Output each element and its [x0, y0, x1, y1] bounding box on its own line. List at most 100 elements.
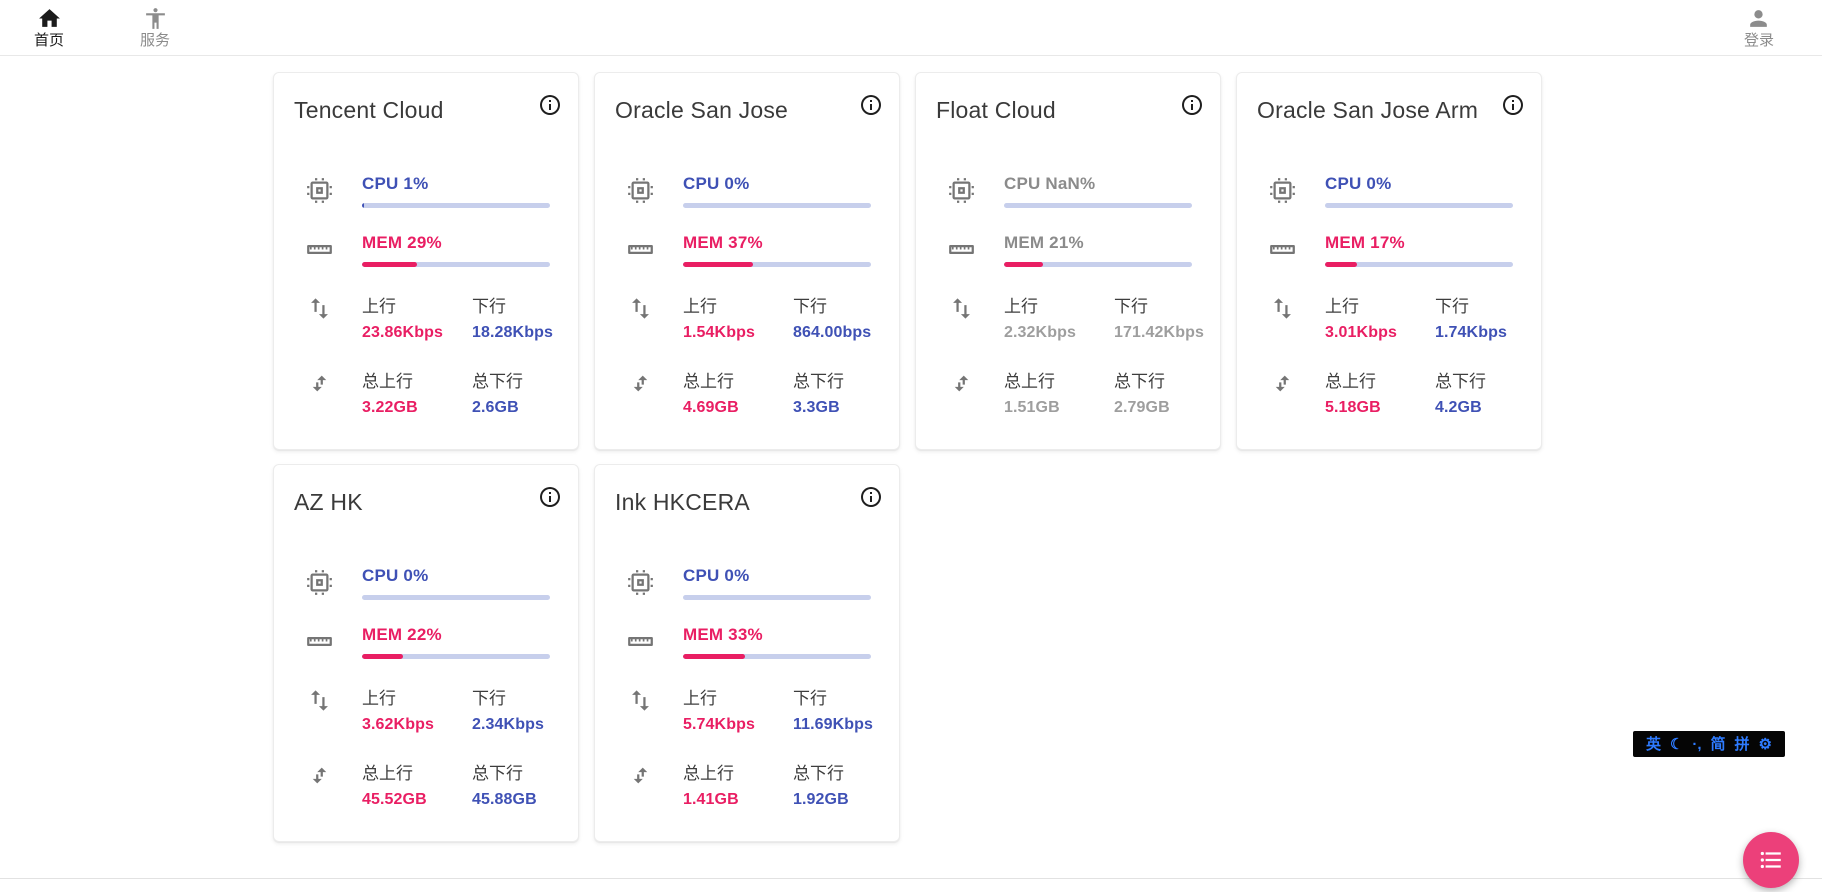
mem-progress-track	[1325, 262, 1513, 267]
server-metrics: CPU 0% MEM 17%	[1257, 174, 1521, 417]
server-info-button[interactable]	[1178, 91, 1206, 119]
cpu-row: CPU 0%	[1257, 174, 1521, 208]
speed-row: 上行 1.54Kbps 下行 864.00bps	[615, 292, 879, 342]
download-speed-value: 18.28Kbps	[472, 324, 553, 341]
total-download-value: 4.2GB	[1435, 399, 1482, 416]
swap-horizontal-icon	[633, 767, 648, 784]
account-icon	[1750, 9, 1768, 27]
server-card: Float Cloud CPU NaN%	[915, 72, 1221, 450]
total-upload-label: 总上行	[683, 764, 734, 783]
total-download-value: 3.3GB	[793, 399, 840, 416]
mem-row: MEM 22%	[294, 625, 558, 659]
server-card: Tencent Cloud CPU 1%	[273, 72, 579, 450]
info-icon	[540, 487, 560, 507]
server-name: Ink HKCERA	[615, 489, 750, 515]
speed-row: 上行 2.32Kbps 下行 171.42Kbps	[936, 292, 1204, 342]
ime-english-toggle[interactable]: 英	[1645, 735, 1661, 753]
total-traffic-row: 总上行 5.18GB 总下行 4.2GB	[1257, 367, 1521, 417]
server-info-button[interactable]	[1499, 91, 1527, 119]
upload-label: 上行	[362, 689, 396, 708]
nav-item-login-label: 登录	[1743, 31, 1774, 49]
server-list-fab[interactable]	[1743, 832, 1799, 888]
ime-pinyin-toggle[interactable]: 拼	[1734, 735, 1750, 753]
memory-ruler-icon	[1270, 245, 1295, 254]
total-traffic-row: 总上行 1.51GB 总下行 2.79GB	[936, 367, 1200, 417]
cpu-chip-icon	[307, 178, 332, 203]
mem-row: MEM 17%	[1257, 233, 1521, 267]
total-upload-label: 总上行	[362, 372, 413, 391]
server-info-button[interactable]	[536, 483, 564, 511]
total-download-label: 总下行	[472, 372, 523, 391]
up-down-arrows-icon	[311, 298, 328, 319]
upload-speed-value: 3.01Kbps	[1325, 324, 1397, 341]
total-traffic-row: 总上行 1.41GB 总下行 1.92GB	[615, 759, 879, 809]
total-upload-value: 1.41GB	[683, 791, 739, 808]
server-card: AZ HK CPU 0% ME	[273, 464, 579, 842]
server-metrics: CPU 0% MEM 22%	[294, 566, 558, 809]
speed-row: 上行 3.62Kbps 下行 2.34Kbps	[294, 684, 558, 734]
cpu-progress-track	[1004, 203, 1192, 208]
upload-label: 上行	[362, 297, 396, 316]
nav-item-services-label: 服务	[140, 31, 171, 49]
mem-row: MEM 21%	[936, 233, 1200, 267]
cpu-progress-track	[362, 595, 550, 600]
mem-usage-text: MEM 21%	[1004, 233, 1084, 252]
mem-progress-fill	[362, 654, 404, 659]
info-icon	[861, 95, 881, 115]
server-info-button[interactable]	[536, 91, 564, 119]
info-icon	[861, 487, 881, 507]
swap-horizontal-icon	[633, 375, 648, 392]
cpu-progress-track	[362, 203, 550, 208]
mem-progress-fill	[683, 654, 746, 659]
total-download-label: 总下行	[1435, 372, 1486, 391]
memory-ruler-icon	[307, 245, 332, 254]
up-down-arrows-icon	[632, 690, 649, 711]
mem-row: MEM 29%	[294, 233, 558, 267]
info-icon	[1503, 95, 1523, 115]
cpu-chip-icon	[1270, 178, 1295, 203]
server-name: AZ HK	[294, 489, 363, 515]
mem-progress-track	[362, 262, 550, 267]
upload-label: 上行	[1004, 297, 1038, 316]
total-upload-label: 总上行	[683, 372, 734, 391]
swap-horizontal-icon	[312, 767, 327, 784]
ime-moon-icon[interactable]: ☾	[1669, 735, 1684, 753]
cpu-row: CPU 0%	[294, 566, 558, 600]
memory-ruler-icon	[628, 637, 653, 646]
download-label: 下行	[793, 297, 827, 316]
info-icon	[1182, 95, 1202, 115]
cpu-progress-track	[683, 595, 871, 600]
cpu-usage-text: CPU NaN%	[1004, 174, 1096, 193]
swap-horizontal-icon	[312, 375, 327, 392]
download-label: 下行	[793, 689, 827, 708]
cpu-row: CPU NaN%	[936, 174, 1200, 208]
total-traffic-row: 总上行 45.52GB 总下行 45.88GB	[294, 759, 558, 809]
mem-usage-text: MEM 17%	[1325, 233, 1405, 252]
cpu-usage-text: CPU 1%	[362, 174, 429, 193]
cpu-row: CPU 0%	[615, 174, 879, 208]
speed-row: 上行 5.74Kbps 下行 11.69Kbps	[615, 684, 879, 734]
nav-item-login[interactable]: 登录	[1744, 6, 1774, 50]
mem-usage-text: MEM 22%	[362, 625, 442, 644]
total-upload-label: 总上行	[1325, 372, 1376, 391]
server-card: Oracle San Jose CPU 0%	[594, 72, 900, 450]
download-speed-value: 2.34Kbps	[472, 716, 544, 733]
server-info-button[interactable]	[857, 91, 885, 119]
download-speed-value: 171.42Kbps	[1114, 324, 1204, 341]
nav-item-services[interactable]: 服务	[140, 6, 170, 50]
memory-ruler-icon	[628, 245, 653, 254]
nav-item-home[interactable]: 首页	[34, 6, 64, 50]
mem-progress-track	[683, 654, 871, 659]
ime-simplified-toggle[interactable]: 简	[1710, 735, 1726, 753]
total-upload-value: 45.52GB	[362, 791, 427, 808]
upload-speed-value: 5.74Kbps	[683, 716, 755, 733]
cpu-row: CPU 0%	[615, 566, 879, 600]
ime-settings-gear-icon[interactable]: ⚙	[1758, 735, 1772, 753]
ime-punctuation-toggle[interactable]: ·,	[1692, 735, 1702, 753]
format-list-bulleted-icon	[1760, 851, 1781, 869]
server-name: Tencent Cloud	[294, 97, 444, 123]
server-info-button[interactable]	[857, 483, 885, 511]
total-download-value: 2.6GB	[472, 399, 519, 416]
cpu-usage-text: CPU 0%	[362, 566, 429, 585]
download-speed-value: 11.69Kbps	[793, 716, 874, 733]
